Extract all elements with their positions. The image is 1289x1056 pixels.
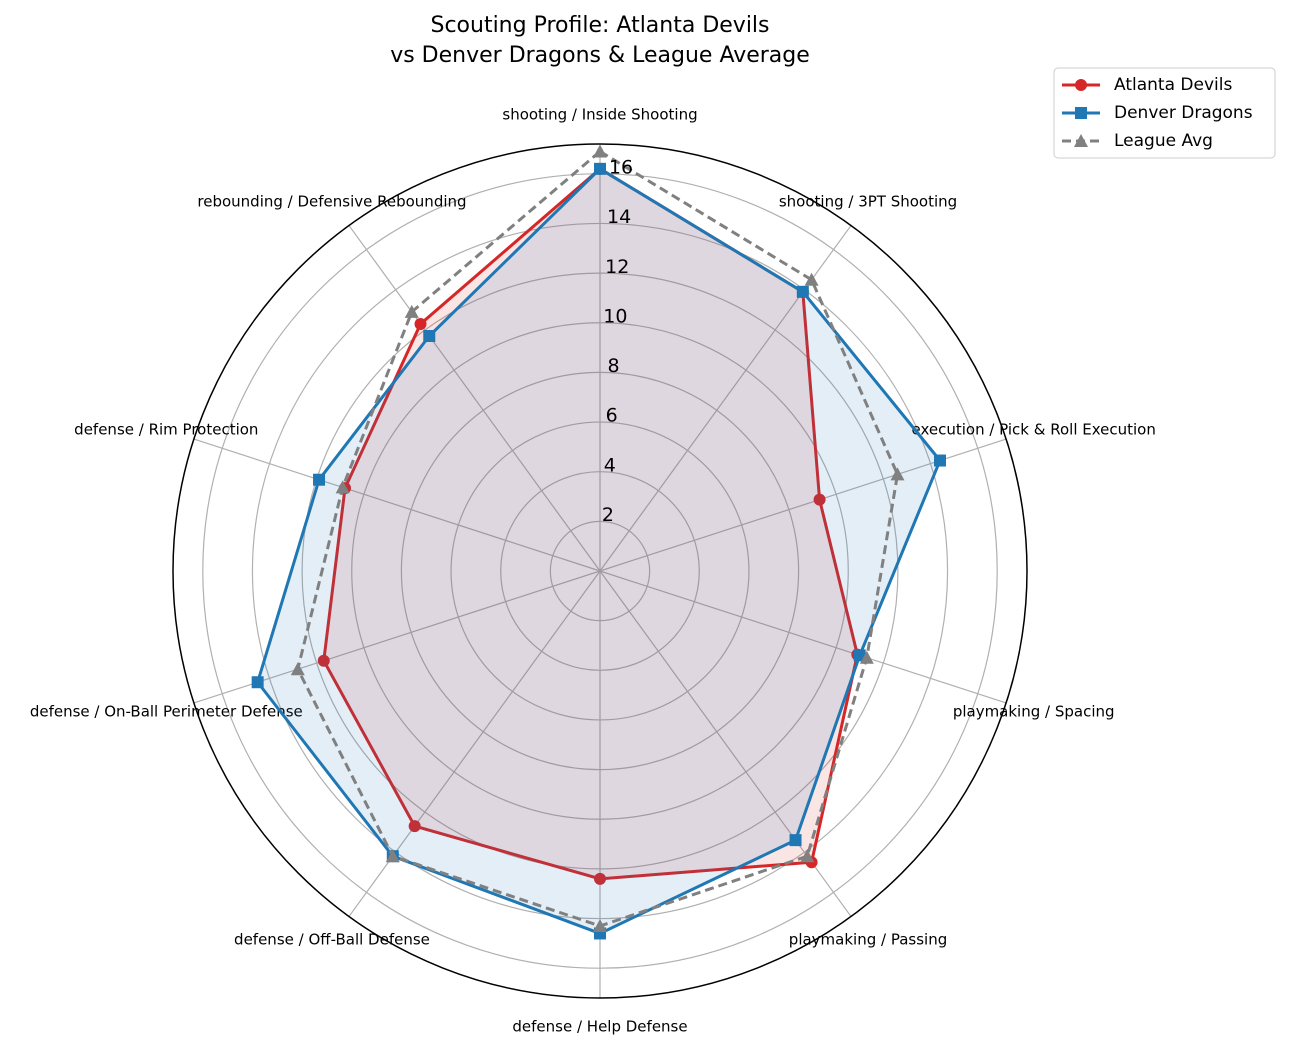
marker <box>1074 134 1088 147</box>
marker <box>800 849 815 863</box>
category-label: defense / Help Defense <box>512 1018 687 1036</box>
marker <box>804 272 819 286</box>
r-tick-label: 8 <box>607 355 619 377</box>
legend-label: Denver Dragons <box>1114 103 1253 123</box>
marker <box>1075 107 1087 119</box>
marker <box>408 820 421 833</box>
marker <box>593 919 607 933</box>
marker <box>317 654 330 667</box>
series-area <box>257 168 940 934</box>
category-label: defense / Off-Ball Defense <box>234 930 430 948</box>
marker <box>813 493 826 506</box>
marker <box>594 162 606 175</box>
marker <box>593 144 607 158</box>
r-tick-label: 14 <box>607 206 631 228</box>
marker <box>1075 79 1087 91</box>
legend: Atlanta Devils Denver Dragons League Avg <box>1053 67 1276 159</box>
series-area <box>323 168 858 879</box>
frame <box>172 143 1028 999</box>
r-tick-label: 12 <box>605 256 629 278</box>
legend-label: League Avg <box>1114 131 1213 151</box>
spoke <box>193 438 601 572</box>
category-label: rebounding / Defensive Rebounding <box>197 193 466 211</box>
spoke <box>348 225 601 572</box>
spoke <box>599 570 1007 704</box>
marker <box>414 317 427 330</box>
r-tick-label: 6 <box>606 405 618 427</box>
marker <box>423 330 436 343</box>
chart-title: Scouting Profile: Atlanta Devils <box>430 13 769 38</box>
marker <box>789 834 802 847</box>
marker <box>933 454 946 467</box>
category-label: shooting / Inside Shooting <box>502 106 697 124</box>
category-label: playmaking / Passing <box>789 930 947 948</box>
category-label: defense / Rim Protection <box>74 421 258 439</box>
marker <box>313 473 326 486</box>
marker <box>796 285 809 298</box>
legend-box <box>1053 67 1276 159</box>
r-tick-label: 10 <box>603 305 627 327</box>
category-label: execution / Pick & Roll Execution <box>911 421 1155 439</box>
r-tick-label: 16 <box>609 157 633 179</box>
marker <box>290 662 305 676</box>
marker <box>404 304 419 318</box>
marker <box>335 480 350 494</box>
marker <box>859 650 874 664</box>
marker <box>594 872 606 885</box>
r-tick-label: 4 <box>604 454 616 476</box>
category-label: shooting / 3PT Shooting <box>779 193 957 211</box>
category-label: playmaking / Spacing <box>953 702 1115 720</box>
marker <box>251 676 264 689</box>
category-label: defense / On-Ball Perimeter Defense <box>30 702 303 720</box>
r-tick-label: 2 <box>602 504 614 526</box>
marker <box>890 467 905 481</box>
chart-title: vs Denver Dragons & League Average <box>390 43 810 68</box>
legend-label: Atlanta Devils <box>1114 75 1232 95</box>
marker <box>385 849 400 863</box>
